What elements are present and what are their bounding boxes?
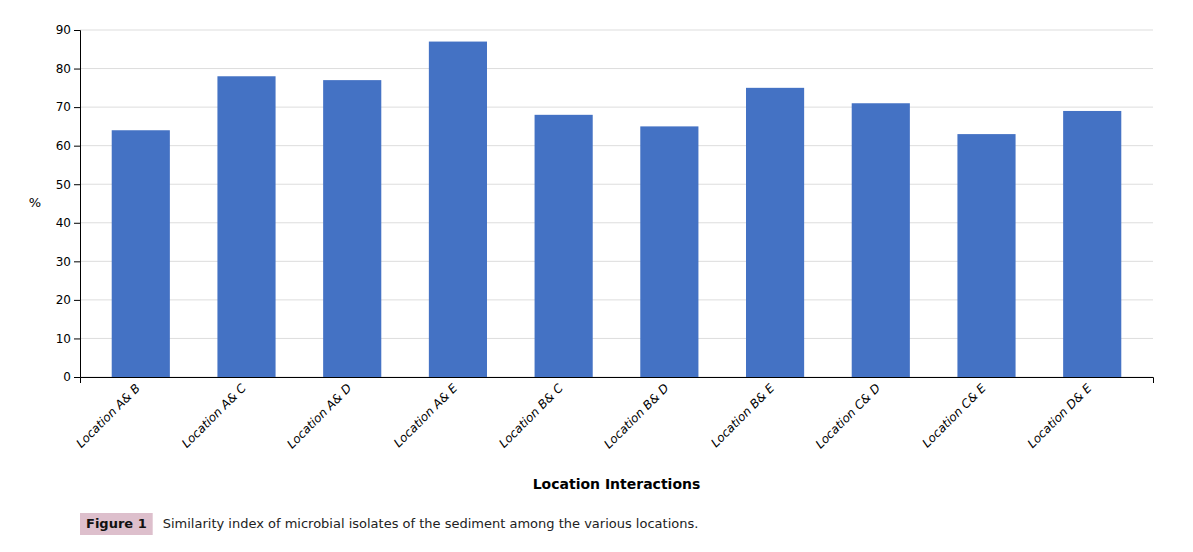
- tick-label: Location B& E: [708, 381, 777, 450]
- tick-label: Location A& E: [391, 381, 460, 450]
- tick-label: 80: [56, 62, 71, 76]
- bar: [217, 76, 275, 377]
- figure-caption: Similarity index of microbial isolates o…: [163, 516, 699, 531]
- bars: [112, 42, 1122, 377]
- axis-line: [74, 31, 81, 378]
- tick-label: 30: [56, 255, 71, 269]
- tick: 60: [56, 139, 80, 153]
- tick-mark: [74, 69, 80, 70]
- tick-label: 40: [56, 216, 71, 230]
- tick: 10: [56, 332, 80, 346]
- tick: Location B& C: [496, 381, 566, 451]
- tick: Location A& C: [179, 381, 249, 451]
- tick-label: Location B& D: [601, 381, 671, 451]
- tick: Location A& D: [284, 381, 354, 451]
- tick-label: Location D& E: [1025, 381, 1095, 451]
- y-axis-title: %: [29, 195, 41, 210]
- bar: [535, 115, 593, 377]
- figure-label-background: [80, 513, 153, 535]
- tick: 90: [56, 23, 80, 37]
- chart: 0102030405060708090Location A& BLocation…: [0, 0, 1193, 552]
- tick-label: Location A& C: [179, 381, 249, 451]
- tick-mark: [74, 107, 80, 108]
- bar: [429, 42, 487, 377]
- bar: [323, 80, 381, 377]
- tick-label: 0: [63, 370, 71, 384]
- tick-label: Location A& B: [73, 381, 143, 451]
- tick: Location B& D: [601, 381, 671, 451]
- tick-label: 60: [56, 139, 71, 153]
- axis-line: [81, 378, 1154, 384]
- tick-label: Location C& D: [813, 381, 883, 451]
- caption: Figure 1 Similarity index of microbial is…: [80, 513, 698, 535]
- bar: [1063, 111, 1121, 377]
- tick: 0: [63, 370, 80, 384]
- bar: [640, 126, 698, 377]
- tick-mark: [74, 30, 80, 31]
- tick-label: Location B& C: [496, 381, 566, 451]
- tick-mark: [74, 223, 80, 224]
- figure-label: Figure 1: [86, 516, 147, 531]
- y-axis: 0 10 20 30 40 50 60 70 80 90: [56, 23, 81, 384]
- bar: [746, 88, 804, 377]
- bar: [957, 134, 1015, 377]
- tick: 80: [56, 62, 80, 76]
- tick: 20: [56, 293, 80, 307]
- tick: Location A& E: [391, 381, 460, 450]
- tick-label: Location C& E: [920, 381, 990, 451]
- tick-label: 90: [56, 23, 71, 37]
- x-axis: Location A& B Location A& C Location A& D L…: [73, 378, 1153, 452]
- tick: 50: [56, 178, 80, 192]
- tick-mark: [74, 300, 80, 301]
- tick: Location D& E: [1025, 381, 1095, 451]
- tick-label: 70: [56, 100, 71, 114]
- plot: 0102030405060708090Location A& BLocation…: [56, 23, 1154, 451]
- x-axis-title: Location Interactions: [533, 476, 701, 492]
- tick-mark: [74, 261, 80, 262]
- tick: Location C& E: [920, 381, 990, 451]
- tick: Location A& B: [73, 381, 143, 451]
- tick-label: 50: [56, 178, 71, 192]
- tick: Location B& E: [708, 381, 777, 450]
- grid-line: [80, 68, 1153, 69]
- tick-mark: [74, 338, 80, 339]
- tick-label: Location A& D: [284, 381, 354, 451]
- tick-mark: [74, 377, 80, 378]
- bar: [852, 103, 910, 377]
- tick-mark: [74, 146, 80, 147]
- tick-label: 10: [56, 332, 71, 346]
- tick: 70: [56, 100, 80, 114]
- tick: 40: [56, 216, 80, 230]
- tick: 30: [56, 255, 80, 269]
- tick-label: 20: [56, 293, 71, 307]
- grid-line: [80, 30, 1153, 31]
- tick-mark: [74, 184, 80, 185]
- grid: [80, 30, 1153, 377]
- tick: Location C& D: [813, 381, 883, 451]
- bar: [112, 130, 170, 377]
